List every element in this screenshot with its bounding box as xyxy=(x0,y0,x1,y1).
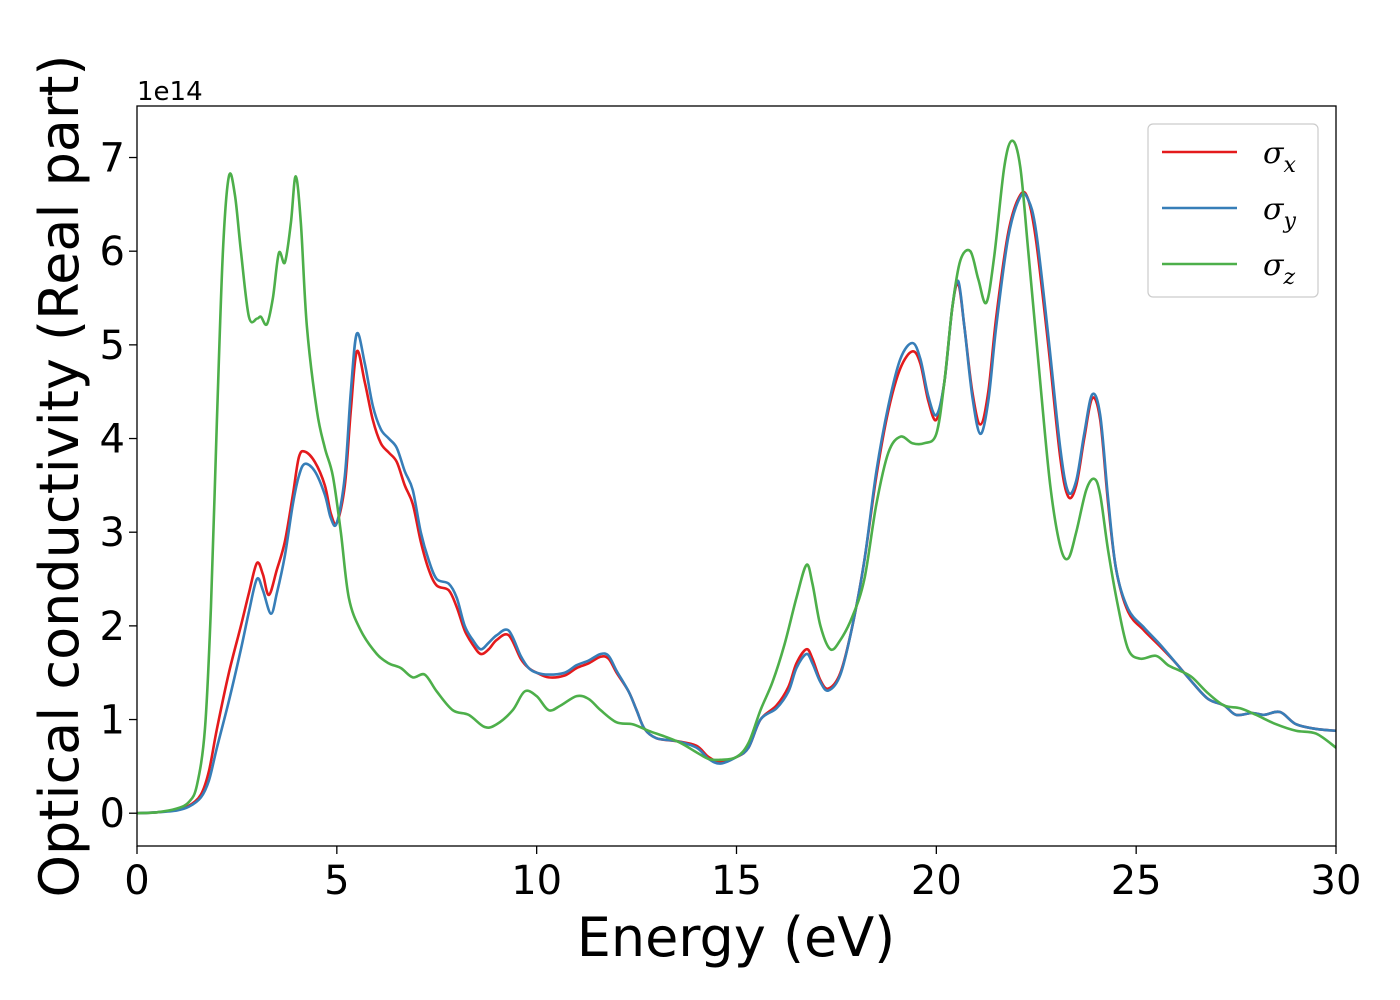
x-tick-label: 15 xyxy=(711,858,762,904)
y-tick-label: 5 xyxy=(100,323,125,369)
y-tick-label: 6 xyxy=(100,229,125,275)
series-layer xyxy=(137,139,1336,815)
y-tick-label: 3 xyxy=(100,510,125,556)
y-tick-label: 4 xyxy=(100,417,125,463)
x-axis: 0 5 10 15 20 25 30 xyxy=(124,846,1361,904)
x-tick-label: 5 xyxy=(324,858,349,904)
x-tick-label: 0 xyxy=(124,858,149,904)
series-line-sigma-y xyxy=(137,192,1336,815)
legend-label-sigma-z: σz xyxy=(1263,248,1295,290)
series-line-sigma-x xyxy=(137,190,1336,815)
x-tick-label: 30 xyxy=(1311,858,1362,904)
y-tick-label: 2 xyxy=(100,604,125,650)
y-offset-label: 1e14 xyxy=(137,77,203,107)
x-tick-label: 25 xyxy=(1111,858,1162,904)
y-tick-label: 1 xyxy=(100,698,125,744)
legend-box xyxy=(1147,123,1319,298)
legend: σx σy σz xyxy=(1147,123,1319,298)
series-line-sigma-z xyxy=(137,139,1336,815)
legend-label-sigma-x: σx xyxy=(1263,136,1296,178)
x-tick-label: 10 xyxy=(511,858,562,904)
y-tick-label: 7 xyxy=(100,136,125,182)
y-tick-label: 0 xyxy=(100,791,125,837)
y-axis: 0 1 2 3 4 5 6 7 xyxy=(100,136,137,837)
legend-label-sigma-y: σy xyxy=(1263,192,1296,234)
y-axis-title: Optical conductivity (Real part) xyxy=(28,55,91,898)
x-tick-label: 20 xyxy=(911,858,962,904)
x-axis-title: Energy (eV) xyxy=(577,906,896,969)
